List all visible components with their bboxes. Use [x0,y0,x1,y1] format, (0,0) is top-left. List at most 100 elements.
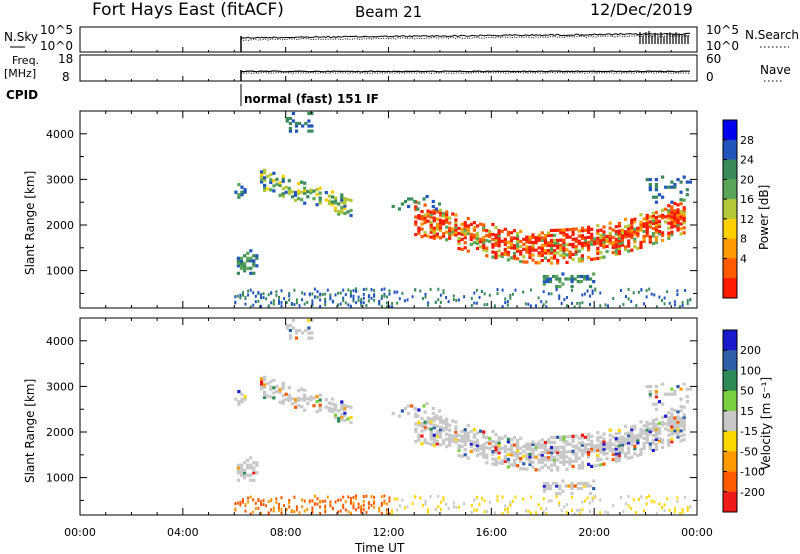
velocity-cell [546,438,551,442]
velocity-cell [673,426,677,430]
velocity-cell [287,396,291,400]
velocity-cell [494,463,498,467]
power-cell [676,215,680,220]
power-cell [589,294,591,298]
velocity-cell [559,445,563,449]
power-cell [596,229,600,233]
power-cell [306,190,310,194]
velocity-cell [309,398,313,402]
velocity-cell [423,420,427,424]
velocity-cell [682,425,686,429]
velocity-cell [639,432,643,436]
power-cell [661,216,665,220]
power-cell [620,238,625,242]
power-cell [587,225,591,229]
power-cell [587,255,591,259]
velocity-cell [676,425,680,429]
power-cell [321,293,324,296]
power-colorbar-tick-label: 20 [740,173,754,186]
power-cell [682,206,686,210]
power-cell [559,231,563,235]
velocity-cell [429,430,433,434]
power-cell [343,201,347,206]
velocity-cell [432,438,436,442]
power-cell [437,202,442,206]
velocity-cell [342,495,345,499]
power-colorbar-swatch [723,199,737,220]
velocity-cell [531,450,535,454]
velocity-cell [293,510,296,514]
velocity-cell [393,497,396,501]
power-cell [324,297,327,301]
velocity-cell [239,503,242,507]
velocity-cell [540,465,544,470]
power-cell [679,202,683,206]
power-cell [460,232,464,236]
power-cell [482,228,486,232]
power-cell [442,234,446,238]
velocity-cell [570,492,574,496]
velocity-cell [632,498,635,502]
velocity-cell [590,444,594,448]
velocity-cell [608,443,612,447]
velocity-cell [545,507,548,511]
velocity-cell [337,510,340,514]
velocity-cell [270,498,273,502]
power-cell [275,293,278,297]
power-cell [620,231,625,235]
power-cell [587,240,591,244]
power-cell [329,293,332,297]
velocity-cell [310,318,314,323]
power-cell [306,300,309,304]
velocity-cell [362,495,365,498]
power-cell [547,292,550,296]
velocity-cell [642,424,646,428]
velocity-cell [577,446,581,450]
velocity-cell [562,437,566,442]
velocity-cell [466,456,470,460]
power-cell [269,180,273,184]
power-cell [531,243,535,247]
velocity-cell [516,451,520,455]
power-cell [670,210,674,214]
velocity-cell [582,481,587,486]
velocity-cell [438,443,443,447]
velocity-cell [661,382,665,386]
velocity-cell [661,415,665,419]
velocity-cell [249,478,253,482]
velocity-cell [312,396,316,400]
power-cell [519,259,523,264]
power-cell [542,282,546,286]
power-cell [297,197,301,201]
power-cell [482,248,486,252]
power-cell [281,174,285,178]
power-colorbar-swatch [723,139,737,161]
velocity-cell [516,464,520,468]
velocity-ylabel: Slant Range [km] [23,379,37,483]
velocity-cell [435,434,439,438]
power-cell [651,226,655,230]
power-cell [460,237,464,241]
velocity-cell [275,500,278,504]
power-cell [236,256,240,260]
velocity-cell [497,438,501,442]
power-cell [617,246,621,251]
power-cell [602,245,606,249]
power-cell [501,288,504,292]
velocity-cell [316,497,319,501]
power-cell [531,235,535,240]
velocity-cell [298,511,301,515]
power-colorbar-frame [722,119,738,299]
velocity-cell [365,494,368,498]
power-cell [663,302,666,306]
velocity-cell [534,455,538,459]
velocity-cell [403,506,406,510]
velocity-cell [512,451,517,455]
velocity-cell [463,448,467,452]
velocity-cell [303,499,306,503]
power-cell [432,226,436,230]
velocity-cell [614,444,618,448]
power-cell [429,225,433,229]
power-cell [570,274,574,279]
velocity-cell [624,437,628,441]
